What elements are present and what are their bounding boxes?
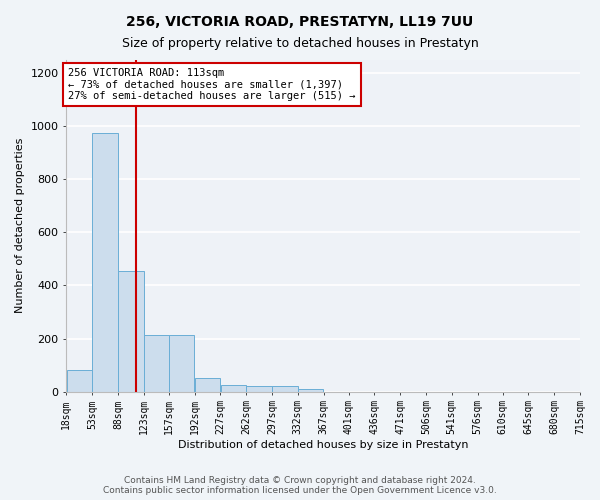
Bar [221, 385, 246, 392]
Bar [298, 389, 323, 392]
Text: Size of property relative to detached houses in Prestatyn: Size of property relative to detached ho… [122, 38, 478, 51]
Bar [144, 334, 169, 392]
Bar [67, 370, 92, 392]
Text: 256, VICTORIA ROAD, PRESTATYN, LL19 7UU: 256, VICTORIA ROAD, PRESTATYN, LL19 7UU [127, 15, 473, 29]
Bar [195, 378, 220, 392]
Bar [247, 386, 272, 392]
Bar [118, 271, 143, 392]
Text: 256 VICTORIA ROAD: 113sqm
← 73% of detached houses are smaller (1,397)
27% of se: 256 VICTORIA ROAD: 113sqm ← 73% of detac… [68, 68, 355, 101]
Bar [92, 133, 118, 392]
Bar [272, 386, 298, 392]
Y-axis label: Number of detached properties: Number of detached properties [15, 138, 25, 314]
Text: Contains HM Land Registry data © Crown copyright and database right 2024.
Contai: Contains HM Land Registry data © Crown c… [103, 476, 497, 495]
Bar [169, 334, 194, 392]
X-axis label: Distribution of detached houses by size in Prestatyn: Distribution of detached houses by size … [178, 440, 469, 450]
